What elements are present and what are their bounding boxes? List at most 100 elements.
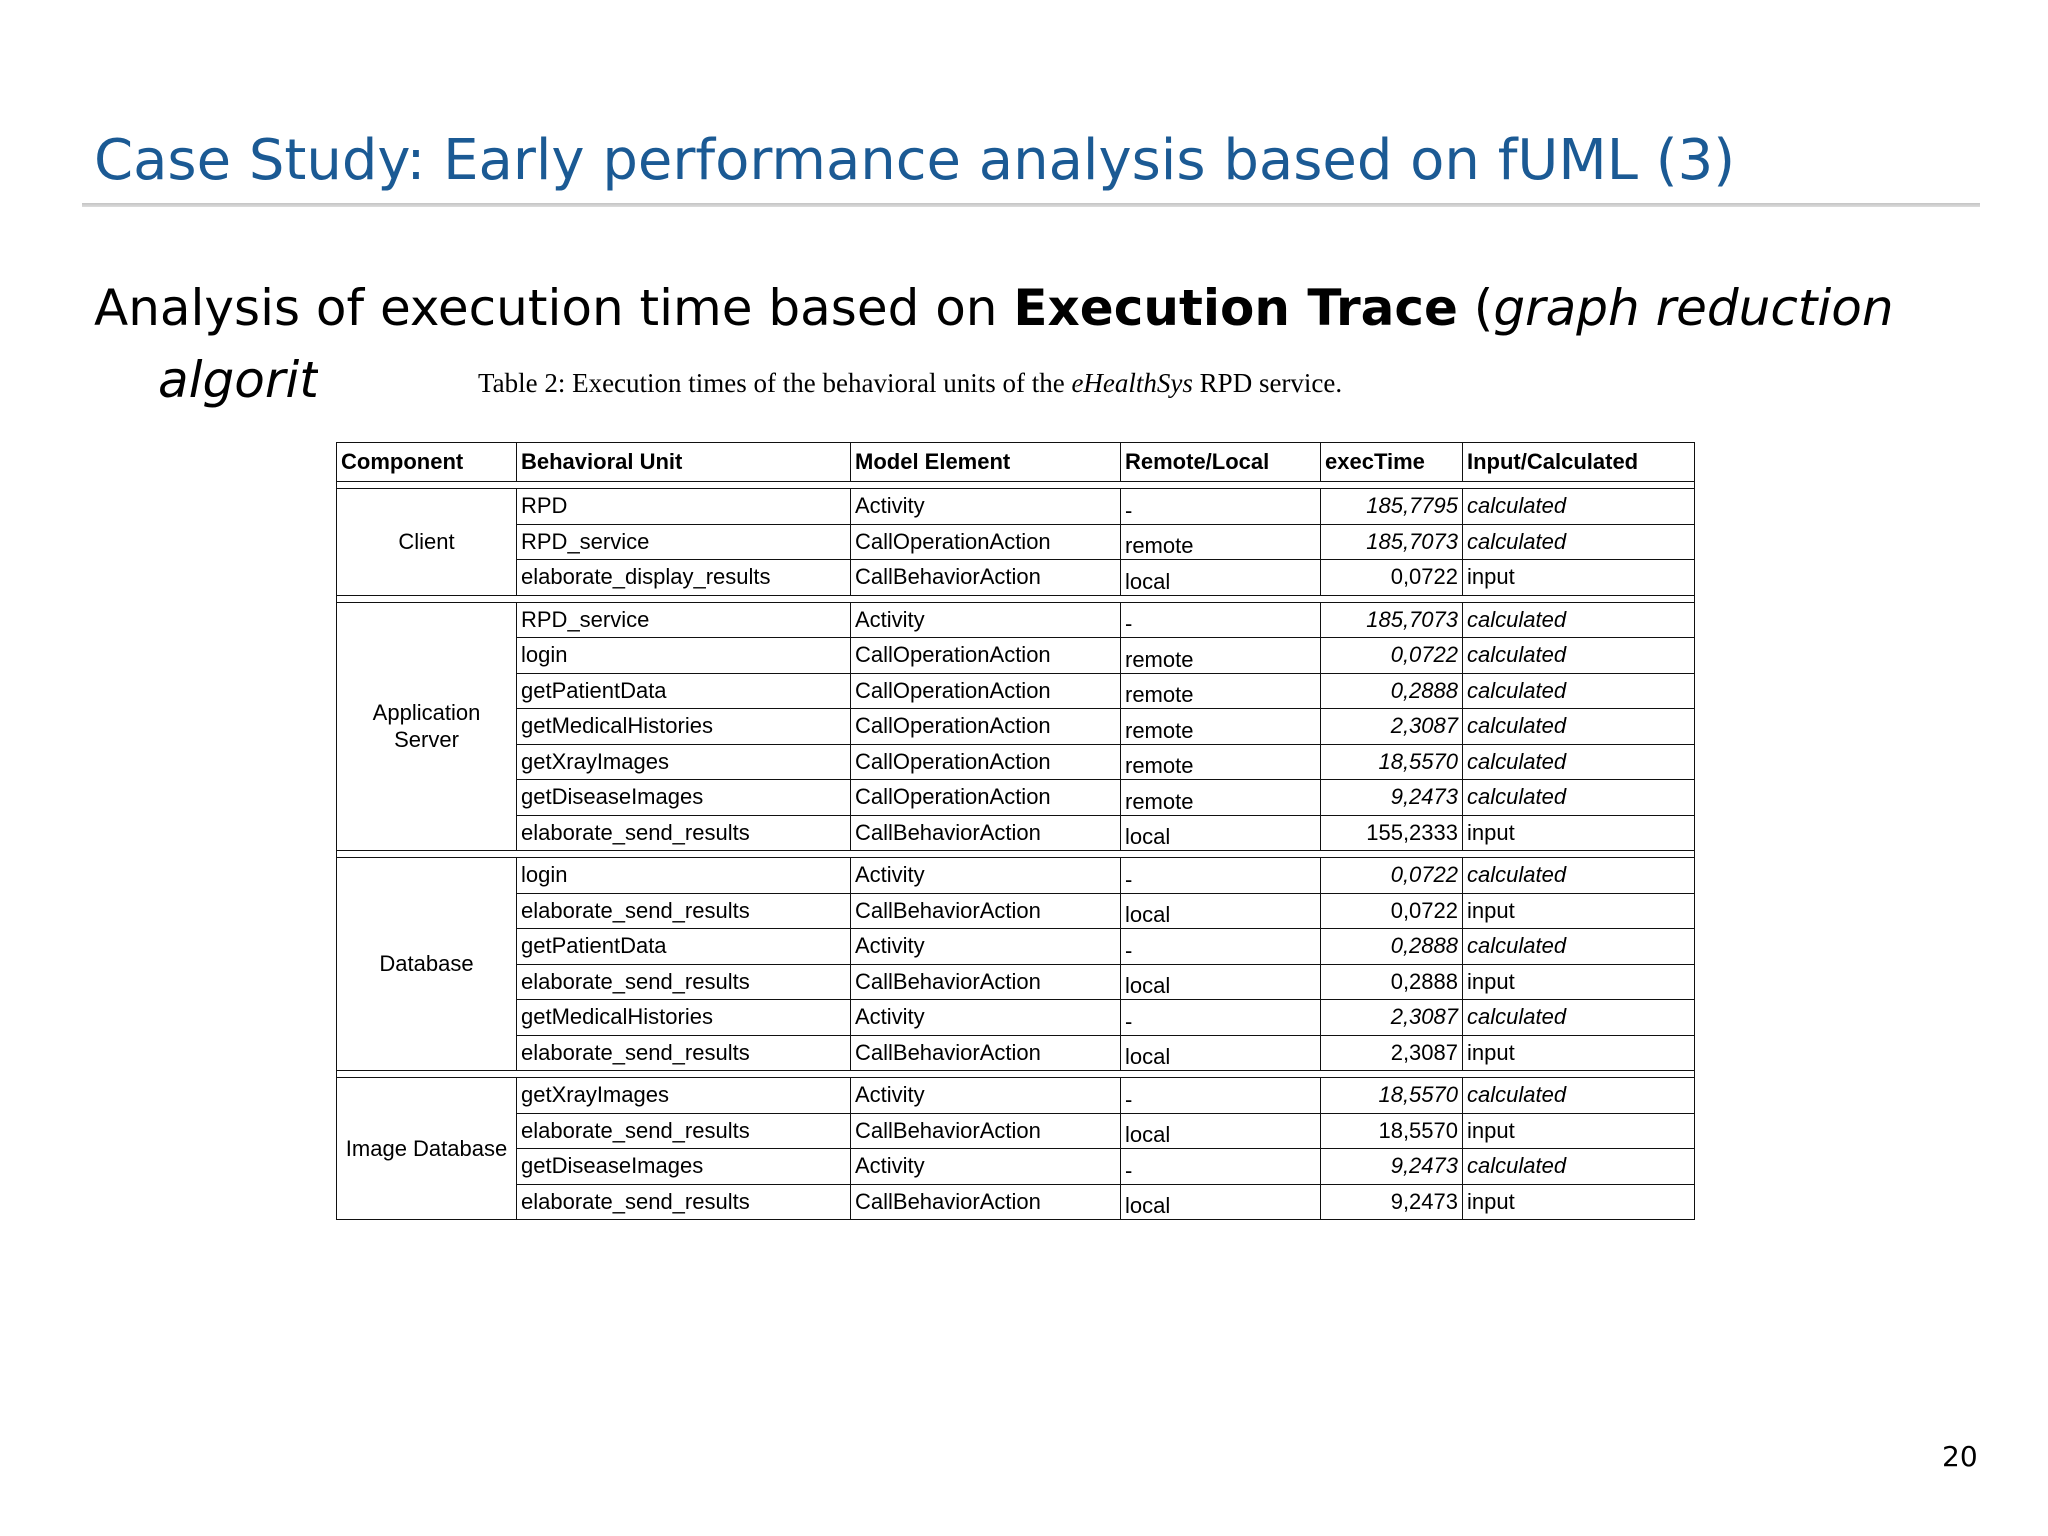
table-row: getMedicalHistories CallOperationAction re… <box>337 708 1695 745</box>
cell-rl: local <box>1120 814 1321 851</box>
cell-element: CallOperationAction <box>850 779 1121 816</box>
cell-rl: remote <box>1120 672 1321 709</box>
header-cell: Component <box>336 442 517 482</box>
table-row: elaborate_display_results CallBehaviorAct… <box>337 559 1695 596</box>
cell-time: 2,3087 <box>1320 1034 1463 1071</box>
cell-ic: input <box>1462 963 1695 1000</box>
cell-unit: elaborate_send_results <box>516 814 851 851</box>
cell-time: 9,2473 <box>1320 1148 1463 1185</box>
cell-ic: input <box>1462 1034 1695 1071</box>
group-separator <box>336 481 1695 489</box>
cell-unit: getMedicalHistories <box>516 999 851 1036</box>
cell-time: 185,7073 <box>1320 601 1463 638</box>
cell-element: CallOperationAction <box>850 743 1121 780</box>
cell-element: CallOperationAction <box>850 637 1121 674</box>
cell-time: 0,0722 <box>1320 637 1463 674</box>
cell-element: Activity <box>850 488 1121 525</box>
cell-unit: getPatientData <box>516 928 851 965</box>
cell-ic: calculated <box>1462 637 1695 674</box>
caption-prefix: Table 2: Execution times of the behavior… <box>478 368 1072 398</box>
group-separator <box>336 1070 1695 1078</box>
cell-time: 18,5570 <box>1320 1077 1463 1114</box>
table-row: elaborate_send_results CallBehaviorAction… <box>337 1034 1695 1071</box>
component-cell: Image Database <box>336 1077 517 1220</box>
cell-time: 0,0722 <box>1320 892 1463 929</box>
cell-unit: elaborate_send_results <box>516 963 851 1000</box>
cell-time: 0,0722 <box>1320 857 1463 894</box>
table-row: elaborate_send_results CallBehaviorAction… <box>337 814 1695 851</box>
cell-unit: elaborate_send_results <box>516 1112 851 1149</box>
cell-unit: RPD_service <box>516 523 851 560</box>
cell-rl: remote <box>1120 523 1321 560</box>
cell-time: 9,2473 <box>1320 1183 1463 1220</box>
table-row: Application Server RPD_service Activity -18… <box>336 601 1695 851</box>
cell-ic: input <box>1462 559 1695 596</box>
table-row: elaborate_send_results CallBehaviorAction… <box>337 963 1695 1000</box>
cell-unit: elaborate_display_results <box>516 559 851 596</box>
cell-element: Activity <box>850 999 1121 1036</box>
separator-cell <box>336 850 1695 858</box>
cell-unit: login <box>516 857 851 894</box>
table-row: elaborate_send_results CallBehaviorAction… <box>337 1183 1695 1220</box>
table-row: getDiseaseImages Activity -9,2473 calculate… <box>337 1148 1695 1185</box>
cell-rl: remote <box>1120 637 1321 674</box>
table-row: getPatientData CallOperationAction remote 0… <box>337 672 1695 709</box>
cell-ic: input <box>1462 892 1695 929</box>
header-cell: Input/Calculated <box>1462 442 1695 482</box>
table-row: Image Database getXrayImages Activity -18,5… <box>336 1077 1695 1220</box>
cell-element: CallOperationAction <box>850 672 1121 709</box>
cell-ic: input <box>1462 1183 1695 1220</box>
table-row: elaborate_send_results CallBehaviorAction… <box>337 892 1695 929</box>
cell-time: 0,0722 <box>1320 559 1463 596</box>
table-row: getPatientData Activity -0,2888 calculated <box>337 928 1695 965</box>
cell-unit: RPD <box>516 488 851 525</box>
title-divider <box>82 203 1980 207</box>
cell-element: Activity <box>850 1148 1121 1185</box>
cell-element: Activity <box>850 928 1121 965</box>
table-row: getDiseaseImages CallOperationAction remot… <box>337 779 1695 816</box>
cell-unit: elaborate_send_results <box>516 1183 851 1220</box>
subtitle-line2: algorit <box>158 351 319 409</box>
cell-ic: input <box>1462 814 1695 851</box>
cell-unit: getDiseaseImages <box>516 1148 851 1185</box>
cell-rl: local <box>1120 1112 1321 1149</box>
header-cell: Behavioral Unit <box>516 442 851 482</box>
table-row: RPD_service CallOperationAction remote 185,… <box>337 523 1695 560</box>
cell-time: 155,2333 <box>1320 814 1463 851</box>
execution-times-table: Component Behavioral Unit Model Element … <box>336 442 1695 1220</box>
component-cell: Database <box>336 857 517 1071</box>
cell-ic: calculated <box>1462 743 1695 780</box>
cell-rl: - <box>1120 928 1321 965</box>
caption-suffix: RPD service. <box>1192 368 1343 398</box>
cell-unit: elaborate_send_results <box>516 892 851 929</box>
header-cell: Remote/Local <box>1120 442 1321 482</box>
cell-unit: getXrayImages <box>516 743 851 780</box>
separator-cell <box>336 594 1695 603</box>
cell-rl: remote <box>1120 708 1321 745</box>
cell-element: Activity <box>850 857 1121 894</box>
cell-time: 18,5570 <box>1320 1112 1463 1149</box>
table-caption: Table 2: Execution times of the behavior… <box>478 368 1342 399</box>
cell-element: CallBehaviorAction <box>850 559 1121 596</box>
cell-rl: remote <box>1120 743 1321 780</box>
cell-ic: calculated <box>1462 488 1695 525</box>
cell-rl: local <box>1120 1034 1321 1071</box>
group-separator <box>336 850 1695 858</box>
cell-element: CallBehaviorAction <box>850 814 1121 851</box>
cell-unit: elaborate_send_results <box>516 1034 851 1071</box>
cell-rl: local <box>1120 559 1321 596</box>
cell-time: 2,3087 <box>1320 708 1463 745</box>
slide-title: Case Study: Early performance analysis b… <box>94 128 1736 193</box>
table-header-row: Component Behavioral Unit Model Element … <box>336 442 1695 482</box>
cell-time: 0,2888 <box>1320 672 1463 709</box>
cell-element: CallBehaviorAction <box>850 1183 1121 1220</box>
separator-cell <box>336 481 1695 489</box>
table-row: Client RPD Activity -185,7795 calculated <box>336 488 1695 596</box>
cell-rl: - <box>1120 488 1321 525</box>
cell-time: 185,7795 <box>1320 488 1463 525</box>
cell-unit: login <box>516 637 851 674</box>
group-separator <box>336 594 1695 603</box>
cell-element: CallBehaviorAction <box>850 892 1121 929</box>
cell-time: 9,2473 <box>1320 779 1463 816</box>
cell-ic: calculated <box>1462 779 1695 816</box>
